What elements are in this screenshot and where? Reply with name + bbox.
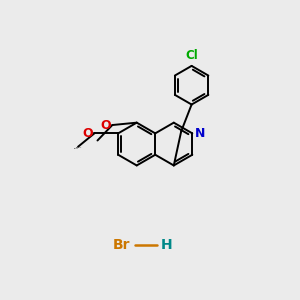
Text: methyl: methyl [74,147,79,148]
Text: N: N [195,127,206,140]
Text: Br: Br [113,238,131,252]
Text: O: O [82,127,93,140]
Text: H: H [160,238,172,252]
Text: O: O [100,118,111,131]
Text: methoxy: methoxy [76,147,82,148]
Text: Cl: Cl [185,49,198,62]
